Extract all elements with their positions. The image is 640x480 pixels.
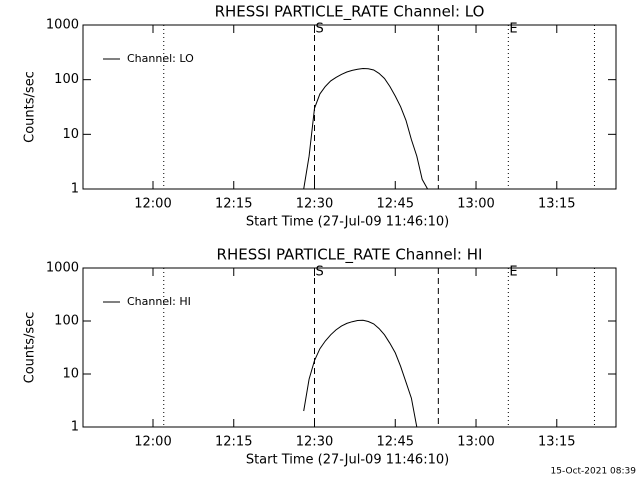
chart-title: RHESSI PARTICLE_RATE Channel: LO — [215, 3, 485, 22]
y-tick-label: 1000 — [46, 18, 79, 33]
x-tick-label: 12:30 — [296, 197, 333, 212]
data-line — [303, 319, 418, 428]
x-tick-label: 13:00 — [457, 435, 494, 450]
x-tick-label: 13:15 — [538, 197, 575, 212]
data-line — [303, 67, 429, 190]
footer: 15-Oct-2021 08:39 — [551, 467, 637, 477]
marker-label: E — [509, 22, 517, 37]
legend-label: Channel: LO — [127, 52, 194, 65]
x-tick-label: 12:00 — [134, 435, 171, 450]
y-tick-label: 1 — [71, 420, 79, 435]
x-tick-label: 13:15 — [538, 435, 575, 450]
x-tick-label: 12:15 — [215, 435, 252, 450]
x-tick-label: 12:00 — [134, 197, 171, 212]
y-tick-label: 100 — [54, 314, 79, 329]
x-axis-label: Start Time (27-Jul-09 11:46:10) — [246, 215, 449, 230]
y-tick-label: 10 — [62, 367, 79, 382]
marker-label: S — [316, 265, 324, 280]
marker-label: S — [316, 22, 324, 37]
y-tick-label: 100 — [54, 72, 79, 87]
x-axis-label: Start Time (27-Jul-09 11:46:10) — [246, 453, 449, 468]
chart-title: RHESSI PARTICLE_RATE Channel: HI — [217, 246, 483, 265]
x-tick-label: 13:00 — [457, 197, 494, 212]
y-tick-label: 1 — [71, 182, 79, 197]
x-tick-label: 12:15 — [215, 197, 252, 212]
y-axis-label: Counts/sec — [23, 71, 38, 143]
plot-frame — [82, 24, 617, 190]
plot-frame — [82, 267, 617, 428]
y-tick-label: 1000 — [46, 261, 79, 276]
marker-label: E — [509, 265, 517, 280]
x-tick-label: 12:45 — [377, 435, 414, 450]
x-tick-label: 12:30 — [296, 435, 333, 450]
x-tick-label: 12:45 — [377, 197, 414, 212]
legend-label: Channel: HI — [127, 295, 191, 308]
y-axis-label: Counts/sec — [23, 312, 38, 384]
y-tick-label: 10 — [62, 127, 79, 142]
